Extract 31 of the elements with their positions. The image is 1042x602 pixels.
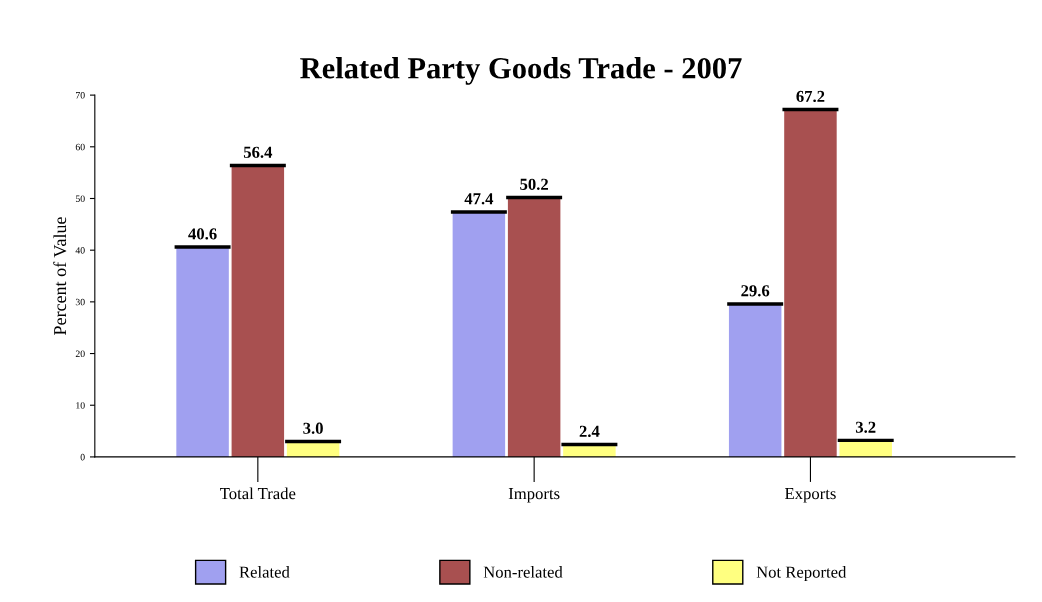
data-label: 2.4 [579, 425, 600, 438]
data-label: 40.6 [188, 228, 217, 240]
bar [452, 211, 506, 457]
bar [507, 197, 561, 457]
y-tick-label: 10 [76, 402, 85, 409]
y-tick-label: 0 [80, 453, 85, 461]
data-label: 3.2 [855, 421, 876, 433]
legend-label: Not Reported [756, 566, 847, 582]
data-label: 50.2 [520, 178, 549, 190]
y-tick-label: 20 [75, 350, 85, 358]
bar [728, 303, 782, 457]
legend-label: Related [239, 566, 290, 578]
x-tick-label: Exports [785, 488, 836, 503]
y-tick-label: 30 [75, 298, 85, 306]
y-tick-label: 70 [76, 92, 85, 99]
x-tick-label: Total Trade [220, 487, 296, 500]
y-tick-label: 60 [75, 143, 85, 151]
data-label: 56.4 [243, 146, 273, 158]
bar [176, 247, 229, 457]
chart-title: Related Party Goods Trade - 2007 [300, 57, 742, 85]
bar [784, 109, 837, 457]
data-label: 3.0 [303, 422, 323, 434]
bar [231, 165, 285, 457]
legend-label: Non-related [483, 566, 563, 578]
y-axis-title: Percent of Value [53, 217, 67, 335]
y-tick-label: 40 [75, 247, 85, 254]
data-label: 47.4 [464, 193, 494, 205]
data-label: 29.6 [741, 285, 770, 297]
x-tick-label: Imports [508, 488, 560, 503]
y-tick-label: 50 [75, 195, 85, 202]
data-label: 67.2 [796, 90, 825, 103]
